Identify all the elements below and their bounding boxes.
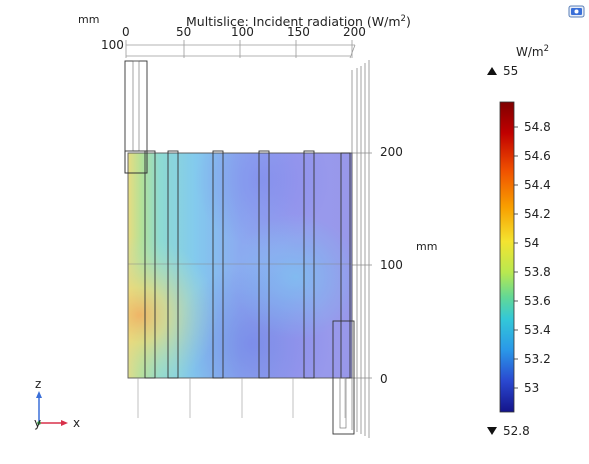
color-legend: W/m2 55 54.8 54.6 54.4 54.2 54 53.8 53.6… xyxy=(487,44,551,438)
top-tick-150: 150 xyxy=(287,25,310,39)
multislice-field xyxy=(128,153,352,378)
triad-z-label: z xyxy=(35,377,41,391)
colorbar-tick: 54.2 xyxy=(524,207,551,221)
colorbar-tick: 53.8 xyxy=(524,265,551,279)
right-axis-unit: mm xyxy=(416,240,437,253)
top-tick-0: 0 xyxy=(122,25,130,39)
top-tick-50: 50 xyxy=(176,25,191,39)
min-triangle-icon xyxy=(487,427,497,435)
right-tick-100: 100 xyxy=(380,258,403,272)
right-grid xyxy=(351,60,372,438)
colorbar-max: 55 xyxy=(503,64,518,78)
colorbar-tick: 54 xyxy=(524,236,539,250)
colorbar-unit: W/m2 xyxy=(516,44,549,59)
colorbar-tick: 54.8 xyxy=(524,120,551,134)
depth-lines xyxy=(137,378,346,418)
graphics-window-icon[interactable] xyxy=(568,4,586,20)
top-tick-200: 200 xyxy=(343,25,366,39)
colorbar-tick: 54.4 xyxy=(524,178,551,192)
triad-x-label: x xyxy=(73,416,80,430)
colorbar-tick: 53.2 xyxy=(524,352,551,366)
colorbar-tick: 53 xyxy=(524,381,539,395)
colorbar-min: 52.8 xyxy=(503,424,530,438)
plot-title: Multislice: Incident radiation (W/m2) xyxy=(186,14,411,29)
top-grid xyxy=(125,40,356,59)
colorbar-gradient xyxy=(499,101,515,413)
top-axis-unit: mm xyxy=(78,13,99,26)
colorbar-tick: 53.6 xyxy=(524,294,551,308)
triad-y-label: y xyxy=(34,416,41,430)
right-tick-0: 0 xyxy=(380,372,388,386)
geometry-edges xyxy=(124,60,355,435)
colorbar-tick: 54.6 xyxy=(524,149,551,163)
top-tick-100: 100 xyxy=(231,25,254,39)
axis-triad: z y x xyxy=(34,377,80,430)
top-depth-tick-100: 100 xyxy=(101,38,124,52)
right-tick-200: 200 xyxy=(380,145,403,159)
colorbar-tick: 53.4 xyxy=(524,323,551,337)
max-triangle-icon xyxy=(487,67,497,75)
